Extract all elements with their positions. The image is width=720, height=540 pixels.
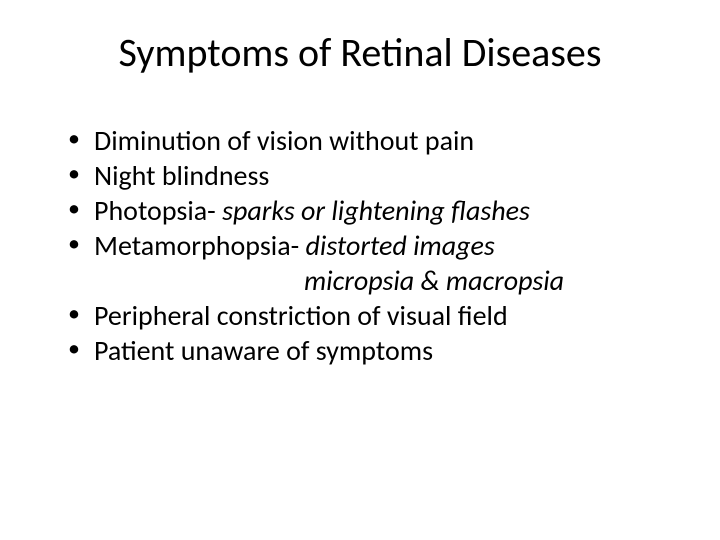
bullet-subtext-italic: micropsia & macropsia [94,263,680,298]
bullet-text-prefix: Photopsia- [94,193,222,228]
bullet-text: Peripheral constriction of visual field [94,298,508,333]
list-item: Night blindness [68,158,680,193]
slide-title: Symptoms of Retinal Diseases [40,28,680,77]
list-item: Peripheral constriction of visual field [68,298,680,333]
bullet-text-italic: sparks or lightening flashes [222,193,530,228]
list-item: Patient unaware of symptoms [68,333,680,368]
bullet-text: Diminution of vision without pain [94,123,474,158]
bullet-text: Patient unaware of symptoms [94,333,433,368]
slide: Symptoms of Retinal Diseases Diminution … [0,0,720,540]
bullet-text-italic: distorted images [306,228,495,263]
list-item: Metamorphopsia- distorted images microps… [68,228,680,298]
list-item: Photopsia- sparks or lightening flashes [68,193,680,228]
bullet-text-prefix: Metamorphopsia- [94,228,306,263]
bullet-text: Night blindness [94,158,269,193]
bullet-list: Diminution of vision without pain Night … [40,123,680,368]
list-item: Diminution of vision without pain [68,123,680,158]
